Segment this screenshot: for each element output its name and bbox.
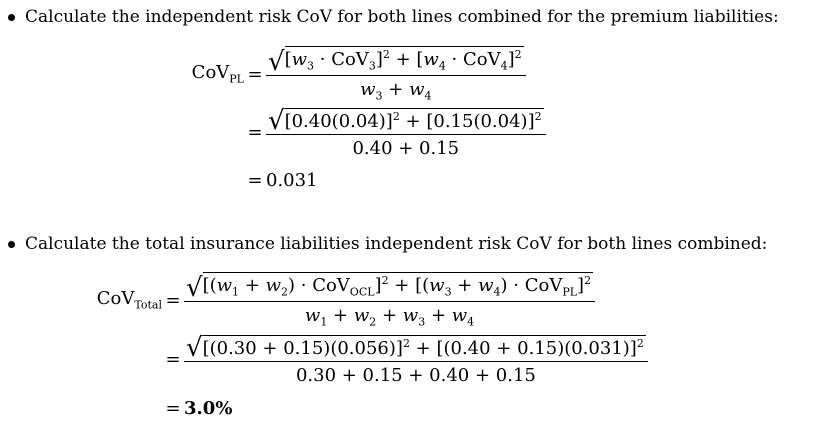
bullet-total-liabilities: Calculate the total insurance liabilitie… — [8, 234, 767, 254]
result-value: 0.031 — [266, 170, 318, 191]
bullet-premium-liabilities: Calculate the independent risk CoV for b… — [8, 7, 779, 27]
bullet-dot-icon — [8, 240, 15, 248]
radicand: [0.40(0.04)]2 + [0.15(0.04)]2 — [284, 108, 544, 132]
bullet-text: Calculate the independent risk CoV for b… — [25, 7, 779, 27]
bullet-text: Calculate the total insurance liabilitie… — [25, 234, 768, 254]
eq-covtotal-result: = 3.0% — [162, 398, 232, 419]
lhs-covtotal: CoVTotal — [96, 288, 162, 312]
equals-sign: = — [165, 349, 181, 370]
sqrt-icon: √ — [186, 272, 203, 303]
result-value: 3.0% — [184, 398, 233, 419]
eq-covtotal-definition: CoVTotal = √ [(w1 + w2) · CoVOCL]2 + [(w… — [80, 272, 596, 328]
denominator: 0.40 + 0.15 — [266, 134, 546, 159]
eq-covpl-substitution: = √ [0.40(0.04)]2 + [0.15(0.04)]2 0.40 +… — [244, 106, 546, 159]
sqrt-icon: √ — [186, 333, 203, 363]
numerator: √ [(0.30 + 0.15)(0.056)]2 + [(0.40 + 0.1… — [184, 333, 648, 361]
denominator: w1 + w2 + w3 + w4 — [184, 300, 596, 328]
sqrt-icon: √ — [268, 106, 285, 136]
fraction: √ [w3 · CoV3]2 + [w4 · CoV4]2 w3 + w4 — [266, 46, 526, 102]
eq-covpl-result: = 0.031 — [244, 170, 318, 191]
equals-sign: = — [165, 398, 181, 419]
lhs-covpl: CoVPL — [191, 62, 244, 86]
radicand: [(w1 + w2) · CoVOCL]2 + [(w3 + w4) · CoV… — [202, 272, 594, 299]
sqrt-icon: √ — [268, 46, 285, 77]
numerator: √ [(w1 + w2) · CoVOCL]2 + [(w3 + w4) · C… — [184, 272, 595, 301]
equals-sign: = — [247, 170, 263, 191]
radicand: [(0.30 + 0.15)(0.056)]2 + [(0.40 + 0.15)… — [202, 335, 646, 359]
equals-sign: = — [247, 122, 263, 143]
equals-sign: = — [247, 63, 263, 85]
denominator: w3 + w4 — [266, 74, 526, 102]
numerator: √ [w3 · CoV3]2 + [w4 · CoV4]2 — [266, 46, 526, 75]
fraction: √ [(w1 + w2) · CoVOCL]2 + [(w3 + w4) · C… — [184, 272, 596, 328]
fraction: √ [0.40(0.04)]2 + [0.15(0.04)]2 0.40 + 0… — [266, 106, 546, 159]
equals-sign: = — [165, 289, 181, 311]
eq-covtotal-substitution: = √ [(0.30 + 0.15)(0.056)]2 + [(0.40 + 0… — [162, 333, 648, 386]
bullet-dot-icon — [8, 13, 15, 21]
eq-covpl-definition: CoVPL = √ [w3 · CoV3]2 + [w4 · CoV4]2 w3… — [178, 46, 526, 102]
radicand: [w3 · CoV3]2 + [w4 · CoV4]2 — [284, 46, 524, 73]
denominator: 0.30 + 0.15 + 0.40 + 0.15 — [184, 361, 648, 386]
fraction: √ [(0.30 + 0.15)(0.056)]2 + [(0.40 + 0.1… — [184, 333, 648, 386]
numerator: √ [0.40(0.04)]2 + [0.15(0.04)]2 — [266, 106, 546, 134]
